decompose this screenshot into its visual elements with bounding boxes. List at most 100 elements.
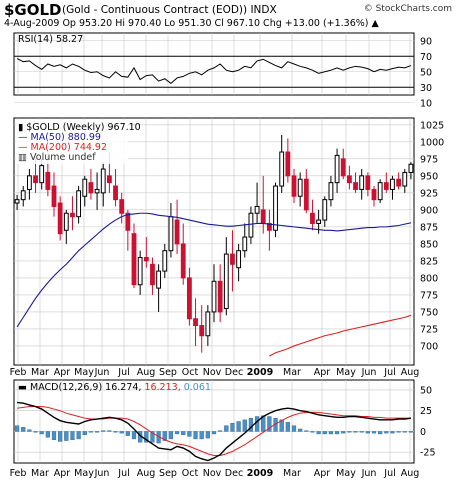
candle-body [297, 178, 303, 197]
candle-body [279, 151, 285, 187]
macd-histogram-bar [365, 431, 370, 434]
macd-histogram-bar [64, 431, 69, 441]
price-x-label: Apr [314, 367, 331, 378]
candle-body [248, 212, 254, 238]
candle-body [186, 277, 192, 320]
stockcharts-brand: © StockCharts.com [363, 4, 452, 14]
rsi-tick-label: 50 [420, 67, 432, 78]
macd-histogram-bar [181, 431, 186, 435]
price-x-label: May [336, 367, 356, 378]
macd-histogram-bar [242, 419, 247, 432]
ma50-legend: — MA(50) 880.99 [18, 132, 101, 143]
rsi-panel-frame [13, 32, 415, 96]
macd-x-label: 2009 [247, 468, 273, 479]
macd-histogram-bar [218, 430, 223, 432]
ma200-line [269, 314, 412, 357]
candle-body [359, 175, 365, 190]
price-tick-label: 925 [420, 188, 438, 199]
candle-body [383, 182, 389, 190]
macd-histogram-bar [310, 431, 315, 433]
candle-body [76, 190, 82, 218]
candle-body [371, 188, 377, 201]
macd-histogram-bar [254, 416, 260, 432]
macd-x-label: Apr [54, 468, 71, 479]
price-legend-main: ▮ $GOLD (Weekly) 967.10 [18, 122, 141, 133]
macd-histogram-bar [316, 431, 321, 435]
candle-body [390, 178, 395, 190]
price-tick-label: 950 [420, 171, 438, 182]
rsi-tick-label: 90 [420, 36, 432, 47]
candle-body [168, 216, 174, 252]
candle-body [45, 171, 51, 190]
macd-histogram-bar [408, 431, 414, 433]
candle-body [131, 233, 137, 286]
candle-body [291, 175, 297, 197]
price-tick-label: 775 [420, 290, 438, 301]
candle-body [242, 236, 248, 252]
price-x-label: Apr [54, 367, 71, 378]
macd-histogram-bar [101, 430, 106, 432]
candle-body [236, 250, 242, 269]
macd-legend: ▬ MACD(12,26,9) 16.274, 16.213, 0.061 [18, 382, 211, 393]
price-x-label: Oct [182, 367, 199, 378]
candle-body [285, 151, 291, 177]
candle-body [316, 219, 322, 224]
macd-histogram-bar [193, 431, 198, 440]
macd-histogram-bar [199, 431, 204, 440]
macd-histogram-bar [334, 431, 340, 435]
macd-histogram-bar [371, 431, 377, 434]
macd-histogram-bar [279, 419, 284, 432]
macd-histogram-bar [378, 431, 383, 435]
macd-x-label: Oct [182, 468, 199, 479]
candle-body [346, 175, 352, 184]
macd-x-label: Jul [383, 468, 395, 479]
macd-line [16, 401, 412, 462]
price-tick-label: 825 [420, 256, 438, 267]
macd-histogram-bar [70, 431, 75, 440]
price-legend-bg [16, 120, 128, 164]
price-x-label: Mar [283, 367, 301, 378]
macd-x-label: Aug [401, 468, 420, 479]
candle-body [137, 256, 143, 286]
macd-histogram-bar [328, 431, 334, 435]
macd-histogram-bar [298, 428, 303, 432]
candle-body [33, 175, 38, 184]
price-x-label: Jun [94, 367, 110, 378]
macd-histogram-bar [107, 430, 112, 432]
candle-body [217, 280, 223, 313]
candle-body [106, 175, 112, 184]
macd-x-label: Aug [137, 468, 156, 479]
macd-histogram-bar [39, 431, 44, 435]
candle-body [88, 182, 94, 194]
candle-body [334, 154, 340, 184]
rsi-line [16, 58, 412, 85]
candle-body [353, 182, 358, 190]
candle-body [156, 270, 162, 289]
macd-histogram-bar [396, 431, 401, 433]
macd-x-label: Jul [117, 468, 129, 479]
macd-histogram-bar [45, 431, 50, 438]
price-tick-label: 725 [420, 324, 438, 335]
macd-histogram-bar [51, 431, 57, 440]
price-tick-label: 750 [420, 307, 438, 318]
macd-histogram-bar [384, 431, 389, 434]
macd-histogram-bar [267, 416, 272, 432]
macd-histogram-bar [113, 431, 118, 433]
candle-body [340, 158, 346, 177]
macd-histogram-bar [21, 427, 26, 432]
macd-histogram-bar [88, 431, 94, 433]
candle-body [125, 212, 131, 231]
macd-histogram-bar [304, 430, 309, 432]
macd-histogram-bar [291, 425, 297, 432]
macd-x-label: May [336, 468, 356, 479]
candle-body [39, 165, 45, 184]
candle-body [51, 185, 57, 207]
candle-body [377, 182, 383, 201]
rsi-tick-label: 70 [420, 52, 432, 63]
price-tick-label: 1000 [420, 137, 444, 148]
candle-body [328, 182, 334, 201]
candle-body [150, 263, 155, 286]
macd-histogram-bar [168, 431, 174, 440]
candle-body [14, 199, 20, 204]
